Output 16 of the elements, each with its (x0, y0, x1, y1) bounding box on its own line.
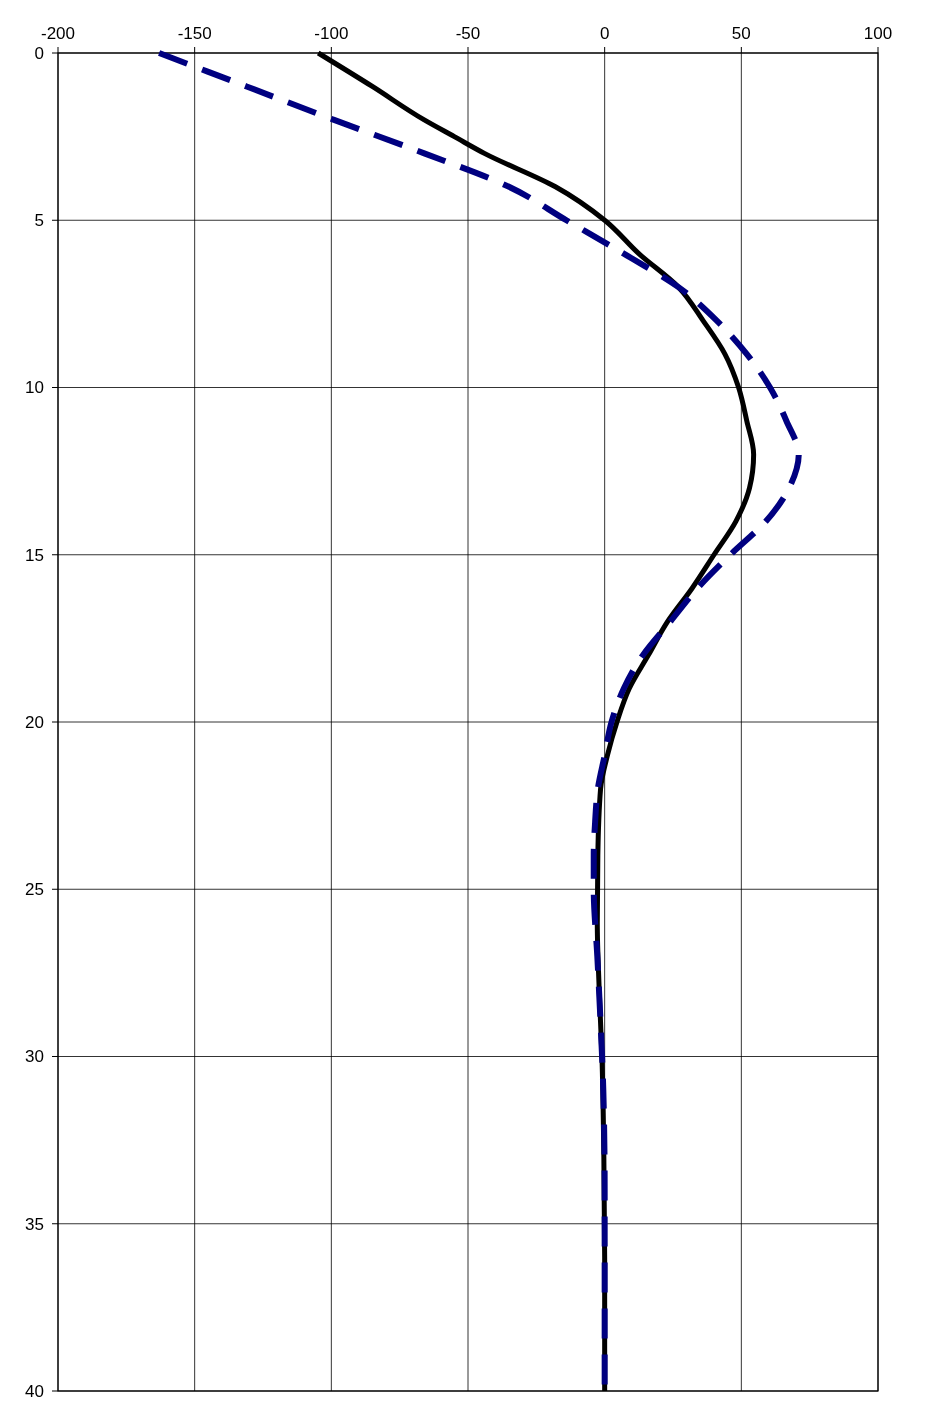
y-tick-label: 20 (25, 712, 44, 732)
x-tick-label: -150 (177, 24, 212, 43)
y-tick-label: 0 (34, 43, 44, 63)
y-tick-label: 5 (34, 211, 44, 231)
y-tick-label: 40 (25, 1381, 44, 1401)
y-tick-label: 30 (25, 1047, 44, 1067)
y-tick-label: 25 (25, 880, 44, 900)
y-tick-label: 15 (25, 545, 44, 565)
y-tick-label: 10 (25, 378, 44, 398)
x-tick-label: 0 (599, 24, 610, 43)
x-tick-label: -200 (40, 24, 76, 43)
x-tick-label: 100 (863, 24, 893, 43)
x-tick-label: 50 (731, 24, 751, 43)
x-tick-label: -50 (455, 24, 481, 43)
y-tick-label: 35 (25, 1214, 44, 1234)
x-tick-label: -100 (314, 24, 349, 43)
